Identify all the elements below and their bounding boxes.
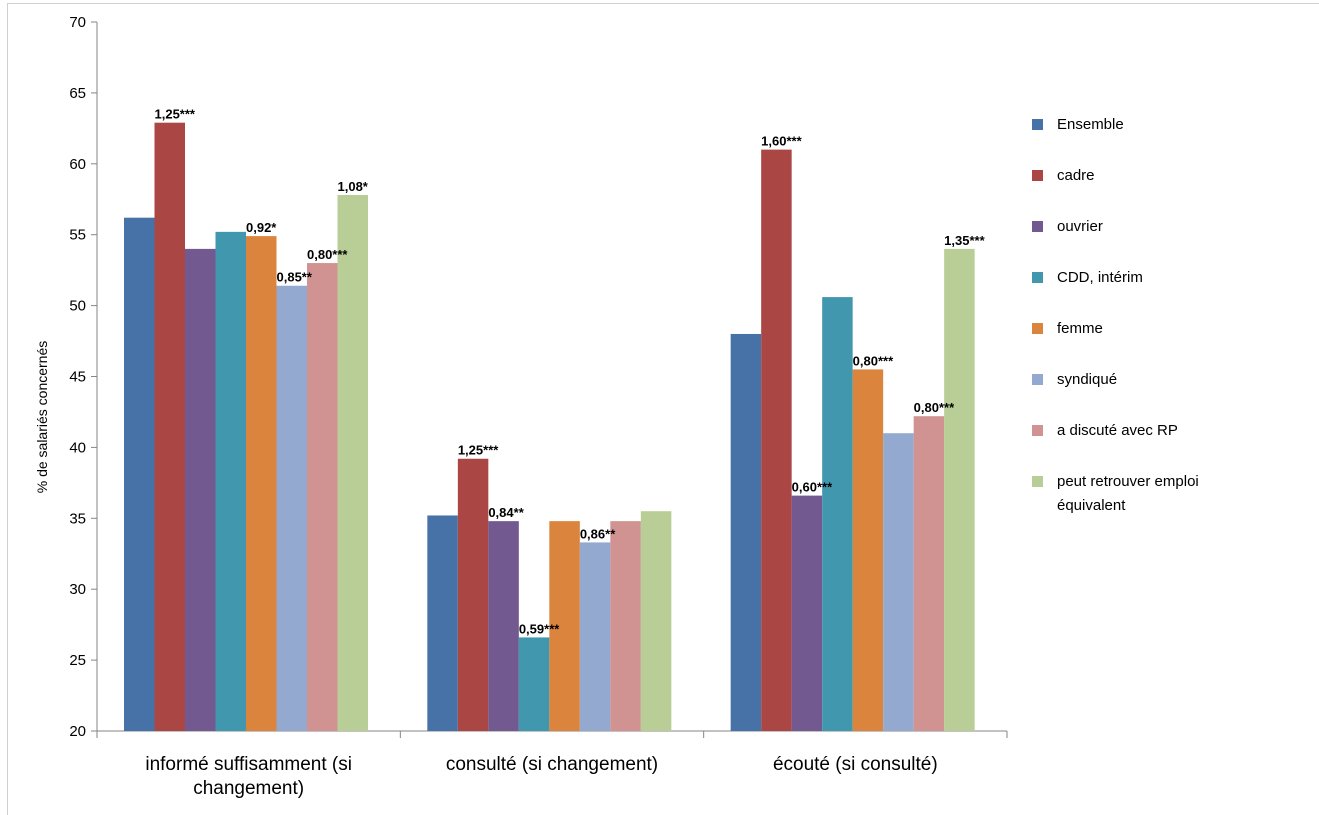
bar — [730, 333, 762, 731]
legend-entry: Ensemble — [1057, 116, 1124, 133]
bar — [427, 515, 458, 731]
y-tick-label: 35 — [69, 510, 86, 527]
chart-frame-left — [7, 3, 8, 815]
legend-swatch — [1032, 170, 1043, 181]
bar — [276, 285, 307, 731]
data-label: 0,85** — [277, 270, 313, 285]
bar — [154, 122, 185, 732]
data-label: 0,92* — [246, 220, 277, 235]
legend-entry: ouvrier — [1057, 218, 1103, 235]
data-label: 1,60*** — [761, 134, 802, 149]
bar — [488, 521, 519, 731]
legend-swatch — [1032, 323, 1043, 334]
bar — [518, 637, 550, 731]
axes: 20 25 30 35 40 45 50 55 60 65 70 informé suffisamme… — [69, 14, 1008, 799]
bar — [944, 248, 975, 731]
legend-swatch — [1032, 425, 1043, 436]
y-tick-label: 65 — [69, 85, 86, 102]
bar — [822, 297, 853, 731]
y-tick-label: 30 — [69, 581, 86, 598]
legend-entry: a discuté avec RP — [1057, 422, 1178, 439]
bar — [124, 217, 155, 731]
y-tick-label: 60 — [69, 156, 86, 173]
bars — [124, 122, 975, 732]
data-label: 0,59*** — [519, 621, 560, 636]
legend-swatch — [1032, 119, 1043, 130]
bar — [579, 542, 611, 731]
legend-entry: peut retrouver emploi équivalent — [1057, 473, 1199, 514]
data-label: 0,80*** — [914, 400, 955, 415]
data-labels: 1,25*** 0,92* 0,85** 0,80*** 1,08* 1,25*** 0,8… — [155, 107, 986, 637]
data-label: 0,80*** — [853, 353, 894, 368]
y-tick-label: 50 — [69, 298, 86, 315]
x-category-label: consulté (si changement) — [446, 754, 658, 775]
data-label: 0,80*** — [307, 247, 348, 262]
data-label: 0,84** — [488, 505, 524, 520]
y-tick-label: 55 — [69, 227, 86, 244]
legend-swatch — [1032, 476, 1043, 487]
bar — [215, 231, 246, 731]
bar — [337, 194, 368, 732]
legend-entry: cadre — [1057, 167, 1095, 184]
y-tick-label: 45 — [69, 369, 86, 386]
bar — [913, 416, 945, 731]
bar — [549, 521, 580, 731]
chart-frame-top — [7, 3, 1319, 4]
legend-entry: femme — [1057, 320, 1103, 337]
bar — [246, 236, 277, 732]
bar — [185, 248, 216, 731]
x-category-label: écouté (si consulté) — [773, 754, 938, 775]
data-label: 0,86** — [580, 526, 616, 541]
bar — [852, 369, 884, 731]
y-tick-label: 70 — [69, 14, 86, 31]
data-label: 1,25*** — [458, 443, 499, 458]
legend-swatch — [1032, 374, 1043, 385]
bar — [307, 263, 338, 731]
data-label: 0,60*** — [792, 480, 833, 495]
data-label: 1,35*** — [944, 233, 985, 248]
data-label: 1,08* — [338, 179, 369, 194]
bar — [883, 433, 914, 731]
data-label: 1,25*** — [155, 107, 196, 122]
legend-entry: syndiqué — [1057, 371, 1117, 388]
legend-entry: CDD, intérim — [1057, 269, 1143, 286]
y-axis-label: % de salariés concernés — [34, 341, 50, 494]
y-tick-label: 25 — [69, 652, 86, 669]
bar — [457, 458, 489, 731]
legend: Ensemble cadre ouvrier CDD, intérim femme syn… — [1032, 116, 1199, 514]
legend-swatch — [1032, 221, 1043, 232]
legend-swatch — [1032, 272, 1043, 283]
x-category-label: informé suffisamment (si changement) — [145, 754, 352, 799]
bar — [640, 511, 672, 731]
bar — [761, 149, 792, 731]
bar — [791, 495, 823, 731]
bar — [610, 521, 641, 731]
y-tick-label: 20 — [69, 723, 86, 740]
y-tick-label: 40 — [69, 439, 86, 456]
